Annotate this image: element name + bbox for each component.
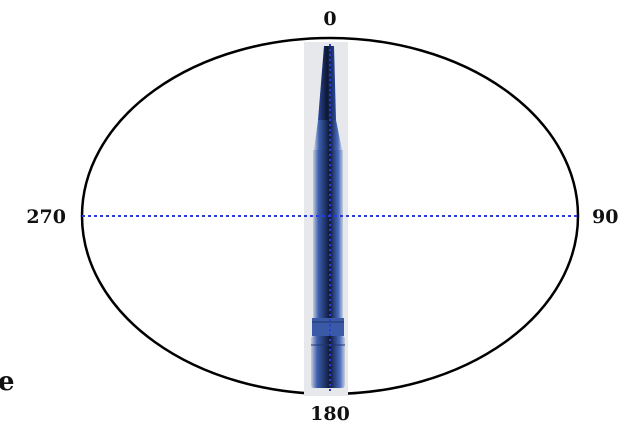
- angle-label-270: 270: [26, 206, 66, 228]
- antenna-image: [311, 46, 345, 388]
- angle-label-0: 0: [323, 8, 336, 30]
- angle-label-180: 180: [310, 403, 350, 425]
- angle-label-90: 90: [592, 206, 618, 228]
- cropped-edge-text: e: [0, 367, 15, 397]
